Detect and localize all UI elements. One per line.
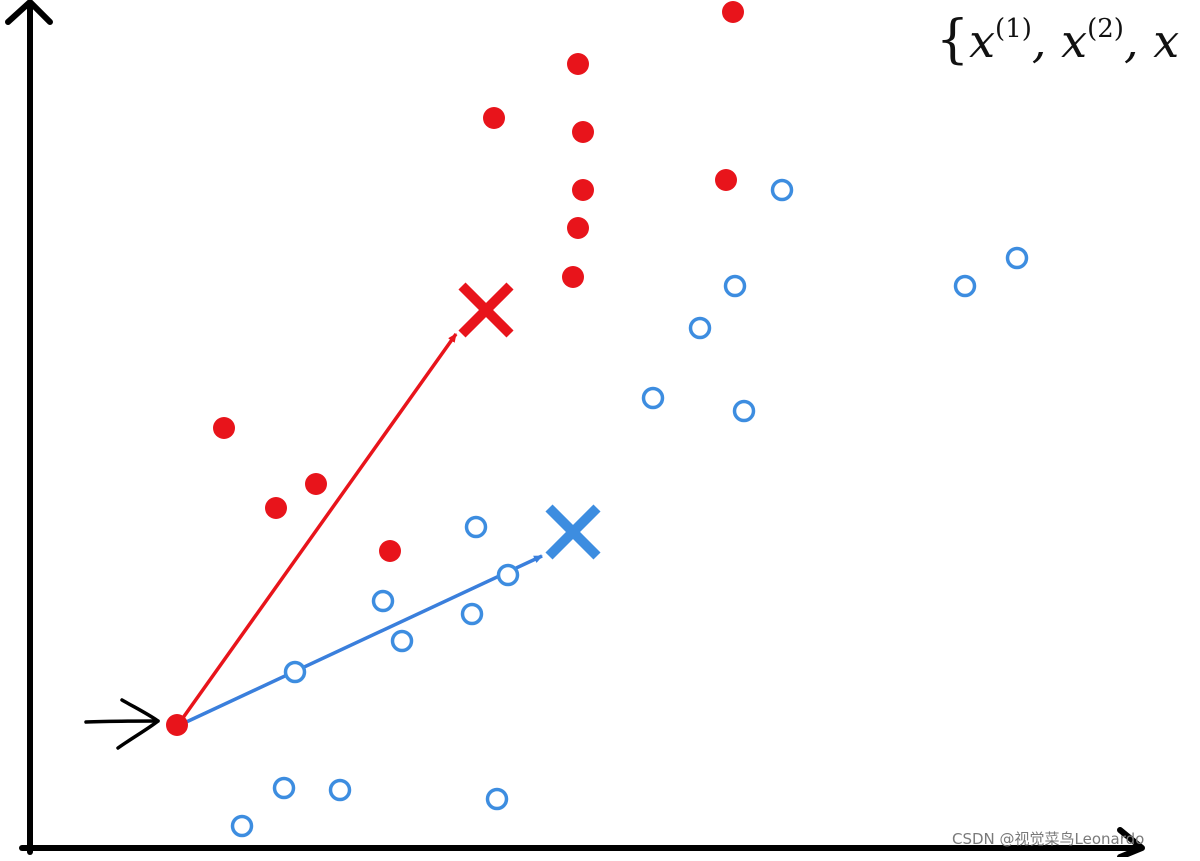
red-point <box>379 540 401 562</box>
red-distance-arrow <box>178 332 458 724</box>
blue-distance-arrow <box>181 554 543 726</box>
red-point <box>567 53 589 75</box>
red-point <box>265 497 287 519</box>
x2-symbol: x <box>1061 14 1088 68</box>
blue-point <box>390 629 414 653</box>
watermark: CSDN @视觉菜鸟Leonardo <box>952 830 1145 848</box>
blue-point <box>464 515 488 539</box>
red-point <box>572 121 594 143</box>
blue-point <box>723 274 747 298</box>
red-point <box>562 266 584 288</box>
axes <box>5 0 1145 860</box>
red-cluster-points <box>166 1 744 736</box>
red-point <box>567 217 589 239</box>
red-point <box>722 1 744 23</box>
y-axis-arrowhead <box>5 0 53 25</box>
blue-point <box>688 316 712 340</box>
blue-point <box>283 660 307 684</box>
distance-arrows <box>178 332 543 726</box>
red-centroid-x-icon <box>458 282 514 338</box>
blue-point <box>272 776 296 800</box>
blue-cluster-points <box>230 178 1029 838</box>
red-point <box>305 473 327 495</box>
open-brace: { <box>936 10 970 70</box>
comma-2: , <box>1123 14 1139 68</box>
red-point <box>572 179 594 201</box>
x-axis-arrowhead <box>1117 827 1145 860</box>
blue-point <box>1005 246 1029 270</box>
blue-point <box>953 274 977 298</box>
blue-centroid-x-icon <box>545 504 601 560</box>
blue-point <box>328 778 352 802</box>
blue-point <box>496 563 520 587</box>
x1-superscript: (1) <box>995 14 1032 44</box>
blue-point <box>371 589 395 613</box>
blue-point <box>230 814 254 838</box>
blue-point <box>485 787 509 811</box>
comma-1: , <box>1031 14 1047 68</box>
blue-point <box>641 386 665 410</box>
red-point <box>715 169 737 191</box>
red-point <box>483 107 505 129</box>
x3-symbol: x <box>1153 14 1180 68</box>
x2-superscript: (2) <box>1087 14 1124 44</box>
blue-point <box>770 178 794 202</box>
dataset-notation: {x(1), x(2), x <box>936 10 1179 70</box>
red-point <box>213 417 235 439</box>
blue-point <box>460 602 484 626</box>
pointer-arrow-icon <box>84 698 160 750</box>
blue-point <box>732 399 756 423</box>
x1-symbol: x <box>969 14 996 68</box>
selected-point <box>166 714 188 736</box>
